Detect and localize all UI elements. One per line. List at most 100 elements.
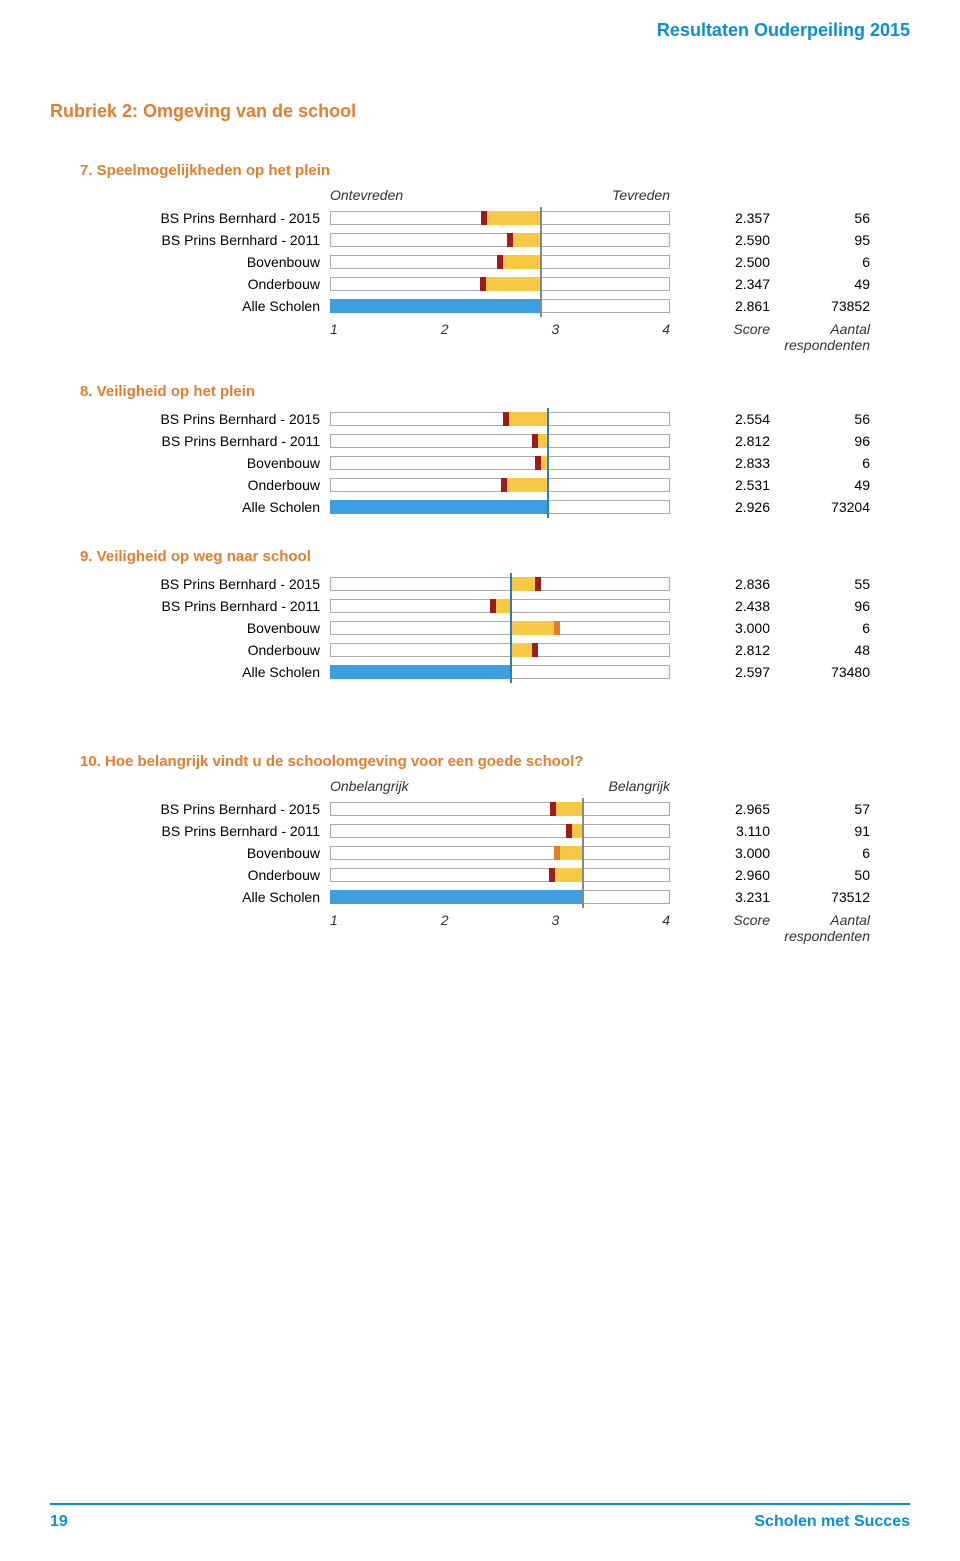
data-row: Alle Scholen3.23173512 bbox=[50, 886, 910, 908]
bar-fill bbox=[552, 868, 583, 882]
score-marker bbox=[535, 577, 541, 591]
data-row: Bovenbouw3.0006 bbox=[50, 842, 910, 864]
reference-line bbox=[547, 496, 549, 518]
count-value: 73480 bbox=[770, 664, 870, 680]
data-row: BS Prins Bernhard - 20113.11091 bbox=[50, 820, 910, 842]
axis-tick: 3 bbox=[551, 321, 559, 353]
data-row: Bovenbouw2.8336 bbox=[50, 452, 910, 474]
score-marker bbox=[554, 621, 560, 635]
axis-count-header: Aantal respondenten bbox=[770, 321, 870, 353]
bar-chart-cell bbox=[330, 209, 670, 227]
reference-line bbox=[510, 595, 512, 617]
score-value: 2.861 bbox=[670, 298, 770, 314]
bar-chart-cell bbox=[330, 498, 670, 516]
count-value: 50 bbox=[770, 867, 870, 883]
axis-tick: 4 bbox=[662, 912, 670, 944]
bar-fill bbox=[511, 577, 538, 591]
bar-chart-cell bbox=[330, 663, 670, 681]
reference-line bbox=[582, 864, 584, 886]
reference-line bbox=[582, 798, 584, 820]
page-header-title: Resultaten Ouderpeiling 2015 bbox=[50, 20, 910, 41]
bar-chart-cell bbox=[330, 822, 670, 840]
reference-line bbox=[540, 229, 542, 251]
data-row: BS Prins Bernhard - 20152.55456 bbox=[50, 408, 910, 430]
bar-chart-cell bbox=[330, 432, 670, 450]
row-label: Onderbouw bbox=[50, 642, 330, 658]
row-label: BS Prins Bernhard - 2011 bbox=[50, 232, 330, 248]
data-row: BS Prins Bernhard - 20112.59095 bbox=[50, 229, 910, 251]
score-marker bbox=[532, 434, 538, 448]
question-block: 8. Veiligheid op het plein BS Prins Bernh… bbox=[50, 383, 910, 518]
scale-right-label: Belangrijk bbox=[609, 778, 670, 794]
score-value: 2.597 bbox=[670, 664, 770, 680]
count-value: 73512 bbox=[770, 889, 870, 905]
score-marker bbox=[503, 412, 509, 426]
score-value: 3.231 bbox=[670, 889, 770, 905]
row-label: BS Prins Bernhard - 2015 bbox=[50, 210, 330, 226]
data-row: Alle Scholen2.59773480 bbox=[50, 661, 910, 683]
data-row: BS Prins Bernhard - 20112.81296 bbox=[50, 430, 910, 452]
bar-fill bbox=[553, 802, 583, 816]
bar-fill bbox=[483, 277, 541, 291]
scale-left-label: Onbelangrijk bbox=[330, 778, 409, 794]
bar-chart-cell bbox=[330, 476, 670, 494]
axis-row: 1234ScoreAantal respondenten bbox=[50, 321, 910, 353]
reference-line bbox=[540, 251, 542, 273]
score-value: 2.926 bbox=[670, 499, 770, 515]
reference-line bbox=[547, 474, 549, 496]
reference-line bbox=[547, 408, 549, 430]
score-value: 3.000 bbox=[670, 845, 770, 861]
scale-right-label: Tevreden bbox=[612, 187, 670, 203]
score-marker bbox=[535, 456, 541, 470]
question-block: 10. Hoe belangrijk vindt u de schoolomge… bbox=[50, 753, 910, 944]
score-marker bbox=[481, 211, 487, 225]
score-marker bbox=[550, 802, 556, 816]
score-value: 3.000 bbox=[670, 620, 770, 636]
axis-tick: 2 bbox=[441, 321, 449, 353]
count-value: 91 bbox=[770, 823, 870, 839]
reference-line bbox=[582, 820, 584, 842]
question-block: 7. Speelmogelijkheden op het pleinOntevr… bbox=[50, 162, 910, 353]
row-label: BS Prins Bernhard - 2015 bbox=[50, 801, 330, 817]
score-marker bbox=[549, 868, 555, 882]
bar-chart-cell bbox=[330, 297, 670, 315]
reference-line bbox=[540, 295, 542, 317]
data-row: BS Prins Bernhard - 20152.35756 bbox=[50, 207, 910, 229]
question-block: 9. Veiligheid op weg naar schoolBS Prins… bbox=[50, 548, 910, 683]
data-row: Bovenbouw3.0006 bbox=[50, 617, 910, 639]
footer-brand: Scholen met Succes bbox=[754, 1513, 910, 1531]
axis-tick: 1 bbox=[330, 912, 338, 944]
row-label: Alle Scholen bbox=[50, 499, 330, 515]
score-marker bbox=[532, 643, 538, 657]
bar-chart-cell bbox=[330, 454, 670, 472]
count-value: 55 bbox=[770, 576, 870, 592]
count-value: 96 bbox=[770, 598, 870, 614]
score-marker bbox=[554, 846, 560, 860]
score-marker bbox=[497, 255, 503, 269]
reference-line bbox=[510, 661, 512, 683]
bar-fill bbox=[330, 665, 511, 679]
score-value: 2.500 bbox=[670, 254, 770, 270]
row-label: Bovenbouw bbox=[50, 455, 330, 471]
count-value: 6 bbox=[770, 455, 870, 471]
data-row: Alle Scholen2.86173852 bbox=[50, 295, 910, 317]
data-row: Onderbouw2.34749 bbox=[50, 273, 910, 295]
row-label: Bovenbouw bbox=[50, 845, 330, 861]
count-value: 57 bbox=[770, 801, 870, 817]
score-value: 2.812 bbox=[670, 433, 770, 449]
data-row: Alle Scholen2.92673204 bbox=[50, 496, 910, 518]
row-label: BS Prins Bernhard - 2011 bbox=[50, 823, 330, 839]
bar-chart-cell bbox=[330, 253, 670, 271]
question-title: 8. Veiligheid op het plein bbox=[80, 383, 910, 400]
score-marker bbox=[490, 599, 496, 613]
data-row: Bovenbouw2.5006 bbox=[50, 251, 910, 273]
score-value: 2.590 bbox=[670, 232, 770, 248]
bar-fill bbox=[500, 255, 541, 269]
data-row: BS Prins Bernhard - 20112.43896 bbox=[50, 595, 910, 617]
bar-fill bbox=[484, 211, 541, 225]
row-label: Alle Scholen bbox=[50, 298, 330, 314]
bar-chart-cell bbox=[330, 866, 670, 884]
bar-chart-cell bbox=[330, 619, 670, 637]
bar-chart-cell bbox=[330, 575, 670, 593]
axis-tick: 3 bbox=[551, 912, 559, 944]
